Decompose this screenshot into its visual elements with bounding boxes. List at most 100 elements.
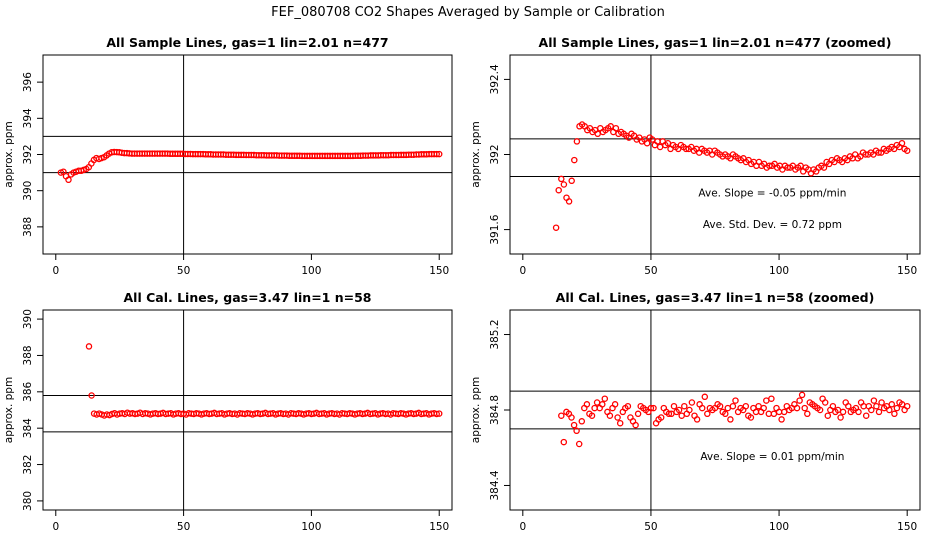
data-point [903,147,911,154]
data-point [778,416,785,423]
y-tick-label: 394 [22,108,34,128]
figure-title: FEF_080708 CO2 Shapes Averaged by Sample… [271,5,665,20]
x-tick-label: 150 [429,265,449,277]
x-tick-label: 50 [177,521,190,533]
data-point [657,414,665,421]
data-point [433,150,440,158]
data-point [593,399,601,406]
data-point [433,410,440,418]
data-point [686,406,693,414]
data-point [704,410,711,418]
data-point [755,402,762,410]
data-point [804,410,811,418]
data-point [650,404,657,412]
x-tick-label: 0 [519,265,526,277]
data-point [611,401,619,408]
x-tick-label: 150 [897,521,917,533]
chart-title: All Sample Lines, gas=1 lin=2.01 n=477 [106,35,388,50]
y-tick-label: 388 [22,217,34,237]
data-point [435,150,443,158]
y-tick-label: 392.4 [489,64,501,94]
x-tick-label: 0 [519,521,526,533]
data-point [868,406,875,414]
x-tick-label: 150 [429,521,449,533]
chart-panel-4: All Cal. Lines, gas=3.47 lin=1 n=58 (zoo… [470,290,921,533]
data-point [571,156,578,164]
data-point [722,410,729,418]
y-axis-label: approx. ppm [3,377,15,443]
y-tick-label: 386 [22,381,34,401]
y-axis-label: approx. ppm [470,121,482,187]
y-tick-label: 380 [22,491,34,511]
chart-title: All Sample Lines, gas=1 lin=2.01 n=477 (… [539,35,892,50]
plot-frame [42,309,453,511]
data-point [768,395,775,402]
data-point [870,397,878,404]
x-tick-label: 0 [52,521,59,533]
data-point [583,401,591,408]
data-point [875,408,883,416]
data-point [588,412,596,419]
data-point [888,401,896,408]
x-tick-label: 50 [177,265,190,277]
data-point [855,408,862,416]
data-point [624,402,632,410]
data-point [573,138,581,145]
data-point [798,391,806,399]
data-point [780,408,788,416]
data-point [837,414,844,421]
data-point [634,410,642,418]
data-point [886,406,893,414]
data-point [716,402,724,410]
data-point [560,438,568,446]
data-point [552,224,560,231]
data-point [647,404,655,412]
data-point [606,412,614,419]
data-point [765,410,773,418]
y-tick-label: 382 [22,455,34,475]
data-point [65,176,72,184]
data-point [568,414,575,421]
data-point [698,404,706,412]
chart-annotation: Ave. Slope = -0.05 ppm/min [698,187,846,199]
chart-annotation: Ave. Std. Dev. = 0.72 ppm [703,219,842,231]
data-point [821,399,829,406]
data-point [873,402,880,410]
data-point [824,412,832,419]
y-tick-label: 396 [22,72,34,92]
data-point [742,402,750,410]
data-point [801,404,808,412]
data-point [675,406,683,414]
data-point [558,412,565,419]
data-point [903,402,911,410]
chart-title: All Cal. Lines, gas=3.47 lin=1 n=58 (zoo… [556,290,875,305]
data-point [643,139,651,147]
data-point [763,397,770,404]
data-point [891,410,898,418]
x-tick-label: 0 [52,265,59,277]
y-tick-label: 384.8 [489,395,501,425]
data-point [693,416,701,423]
y-axis-label: approx. ppm [470,377,482,443]
y-tick-label: 384 [22,418,34,438]
data-point [573,427,580,435]
data-point [796,397,803,404]
data-point [591,404,598,412]
data-point [568,177,575,185]
data-point [793,404,801,412]
data-point [656,143,664,151]
x-tick-label: 50 [644,521,657,533]
data-point [616,419,624,427]
data-point [570,421,578,429]
data-point [898,139,906,147]
data-point [820,164,828,171]
data-point [665,410,673,418]
y-axis-label: approx. ppm [3,121,15,187]
chart-panel-2: All Sample Lines, gas=1 lin=2.01 n=477 (… [470,35,921,277]
data-point [599,401,606,408]
data-point [839,408,847,416]
y-tick-label: 385.2 [489,319,501,349]
x-tick-label: 150 [897,265,917,277]
data-point [575,440,583,448]
